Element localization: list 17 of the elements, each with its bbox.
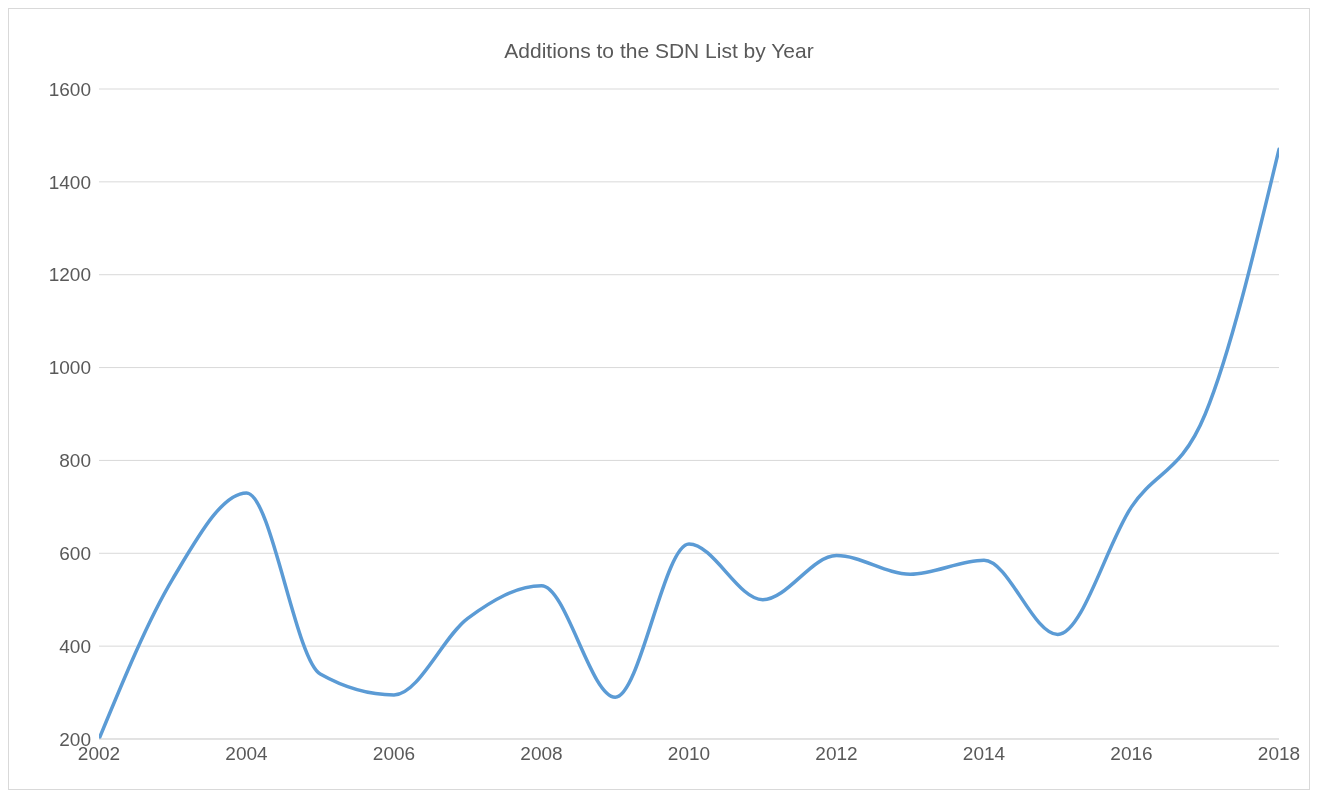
x-tick-label: 2008 <box>520 743 563 765</box>
y-tick-label: 400 <box>59 635 91 657</box>
line-series <box>99 147 1279 739</box>
x-tick-label: 2016 <box>1110 743 1153 765</box>
chart-title: Additions to the SDN List by Year <box>503 39 815 63</box>
x-tick-label: 2014 <box>962 743 1006 765</box>
y-tick-label: 600 <box>59 543 91 565</box>
y-tick-label: 1000 <box>48 357 91 379</box>
x-tick-label: 2004 <box>225 743 269 765</box>
y-tick-label: 1200 <box>48 264 91 286</box>
x-tick-label: 2012 <box>815 743 858 765</box>
y-tick-label: 1400 <box>48 171 91 193</box>
x-tick-label: 2010 <box>667 743 711 765</box>
y-tick-label: 1600 <box>48 78 91 100</box>
x-tick-label: 2018 <box>1257 743 1301 765</box>
x-tick-label: 2006 <box>372 743 416 765</box>
y-tick-label: 800 <box>59 450 91 472</box>
